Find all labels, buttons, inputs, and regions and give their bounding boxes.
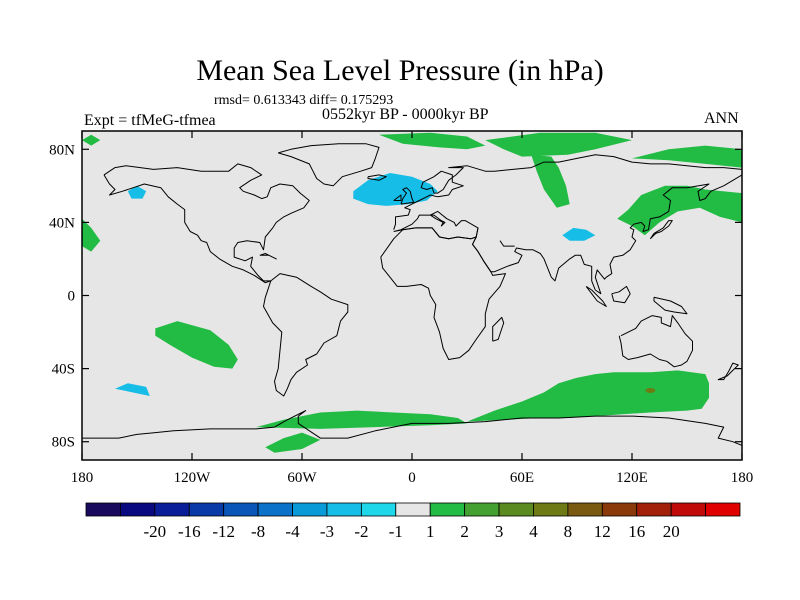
anomaly-south-pacific [155,321,238,369]
x-tick-label: 60E [510,470,534,486]
colorbar-box [292,502,328,517]
x-tick-label: 120W [174,470,212,486]
anomaly-indian-peak [645,388,656,394]
chart-title: Mean Sea Level Pressure (in hPa) [196,54,604,87]
coastline-6 [499,240,515,247]
coastline-5 [472,174,742,295]
coastline-11 [393,194,402,201]
anomaly-layer [82,132,742,453]
x-tick-label: 180 [731,470,754,486]
coastline-12 [367,174,387,181]
y-tick-label: 0 [68,289,76,305]
colorbar-box [533,502,569,517]
colorbar-box [464,502,500,517]
coastline-14 [585,285,607,307]
colorbar-label: 4 [529,522,538,541]
coastline-layer [82,143,742,446]
colorbar-label: 3 [495,522,504,541]
anomaly-china-pacific [617,185,742,236]
colorbar-label: -1 [389,522,403,541]
colorbar-label: -12 [212,522,235,541]
colorbar-box [85,502,121,517]
coastline-3 [380,227,506,360]
y-tick-label: 40N [49,215,75,231]
anomaly-alaska-bit [82,134,101,146]
coastline-19 [259,253,277,260]
anomaly-east-siberia [632,145,742,168]
coastline-8 [278,143,380,187]
colorbar-label: -20 [143,522,166,541]
coastline-16 [653,296,688,315]
season-label: ANN [704,110,739,127]
coastline-7 [618,315,693,368]
anomaly-iceland-low [353,173,438,206]
colorbar-box [360,502,397,517]
colorbar-box [395,502,431,517]
colorbar-box [601,502,638,517]
colorbar-label: 2 [460,522,469,541]
colorbar-box [326,502,362,517]
colorbar-label: 1 [426,522,435,541]
colorbar-label: 12 [594,522,611,541]
y-tick-label: 40S [52,362,75,378]
colorbar-box [705,502,741,517]
coastline-15 [611,285,631,304]
coastline-9 [82,410,742,446]
anomaly-arctic-north [379,132,486,150]
y-tick-label: 80N [49,142,75,158]
colorbar-box [429,502,466,517]
coastline-1 [263,273,349,397]
anomaly-arctic-siberia [485,132,632,157]
colorbar-box [636,502,672,517]
colorbar-label: 16 [628,522,645,541]
period-label: 0552kyr BP - 0000kyr BP [322,106,489,123]
x-tick-label: 180 [71,470,94,486]
coastline-10 [400,187,415,205]
anomaly-south-pacific-low [115,383,150,396]
colorbar-label: 8 [564,522,573,541]
colorbar-box [188,502,225,517]
anomaly-pacific-east [82,218,101,252]
x-tick-label: 120E [616,470,648,486]
colorbar-label: 20 [663,522,680,541]
colorbar-box [154,502,190,517]
anomaly-ural-wedge [531,154,570,208]
experiment-label: Expt = tfMeG-tfmea [84,112,216,129]
colorbar-box [120,502,156,517]
anomaly-southern-ocean-indian [467,370,709,422]
coastline-17 [492,316,505,342]
coastline-0 [103,163,310,284]
colorbar-label: -8 [251,522,265,541]
colorbar-box [498,502,534,517]
colorbar-box [670,502,706,517]
colorbar-box [223,502,259,517]
coastline-18 [717,362,739,381]
anomaly-antarctic-coast [265,432,321,453]
colorbar-box [257,502,293,517]
anomaly-southern-ocean-atlantic [256,410,467,429]
x-tick-label: 0 [408,470,416,486]
coastline-4 [393,154,742,230]
colorbar-label: -3 [320,522,334,541]
colorbar-label: -4 [285,522,300,541]
coastline-13 [649,220,673,240]
anomaly-tibet-low [562,227,596,241]
y-tick-label: 80S [52,435,75,451]
colorbar-label: -16 [178,522,201,541]
colorbar-label: -2 [354,522,368,541]
anomaly-pacific-low [127,185,147,199]
x-tick-label: 60W [287,470,317,486]
colorbar-box [567,502,603,517]
stats-text: rmsd= 0.613343 diff= 0.175293 [214,93,394,108]
